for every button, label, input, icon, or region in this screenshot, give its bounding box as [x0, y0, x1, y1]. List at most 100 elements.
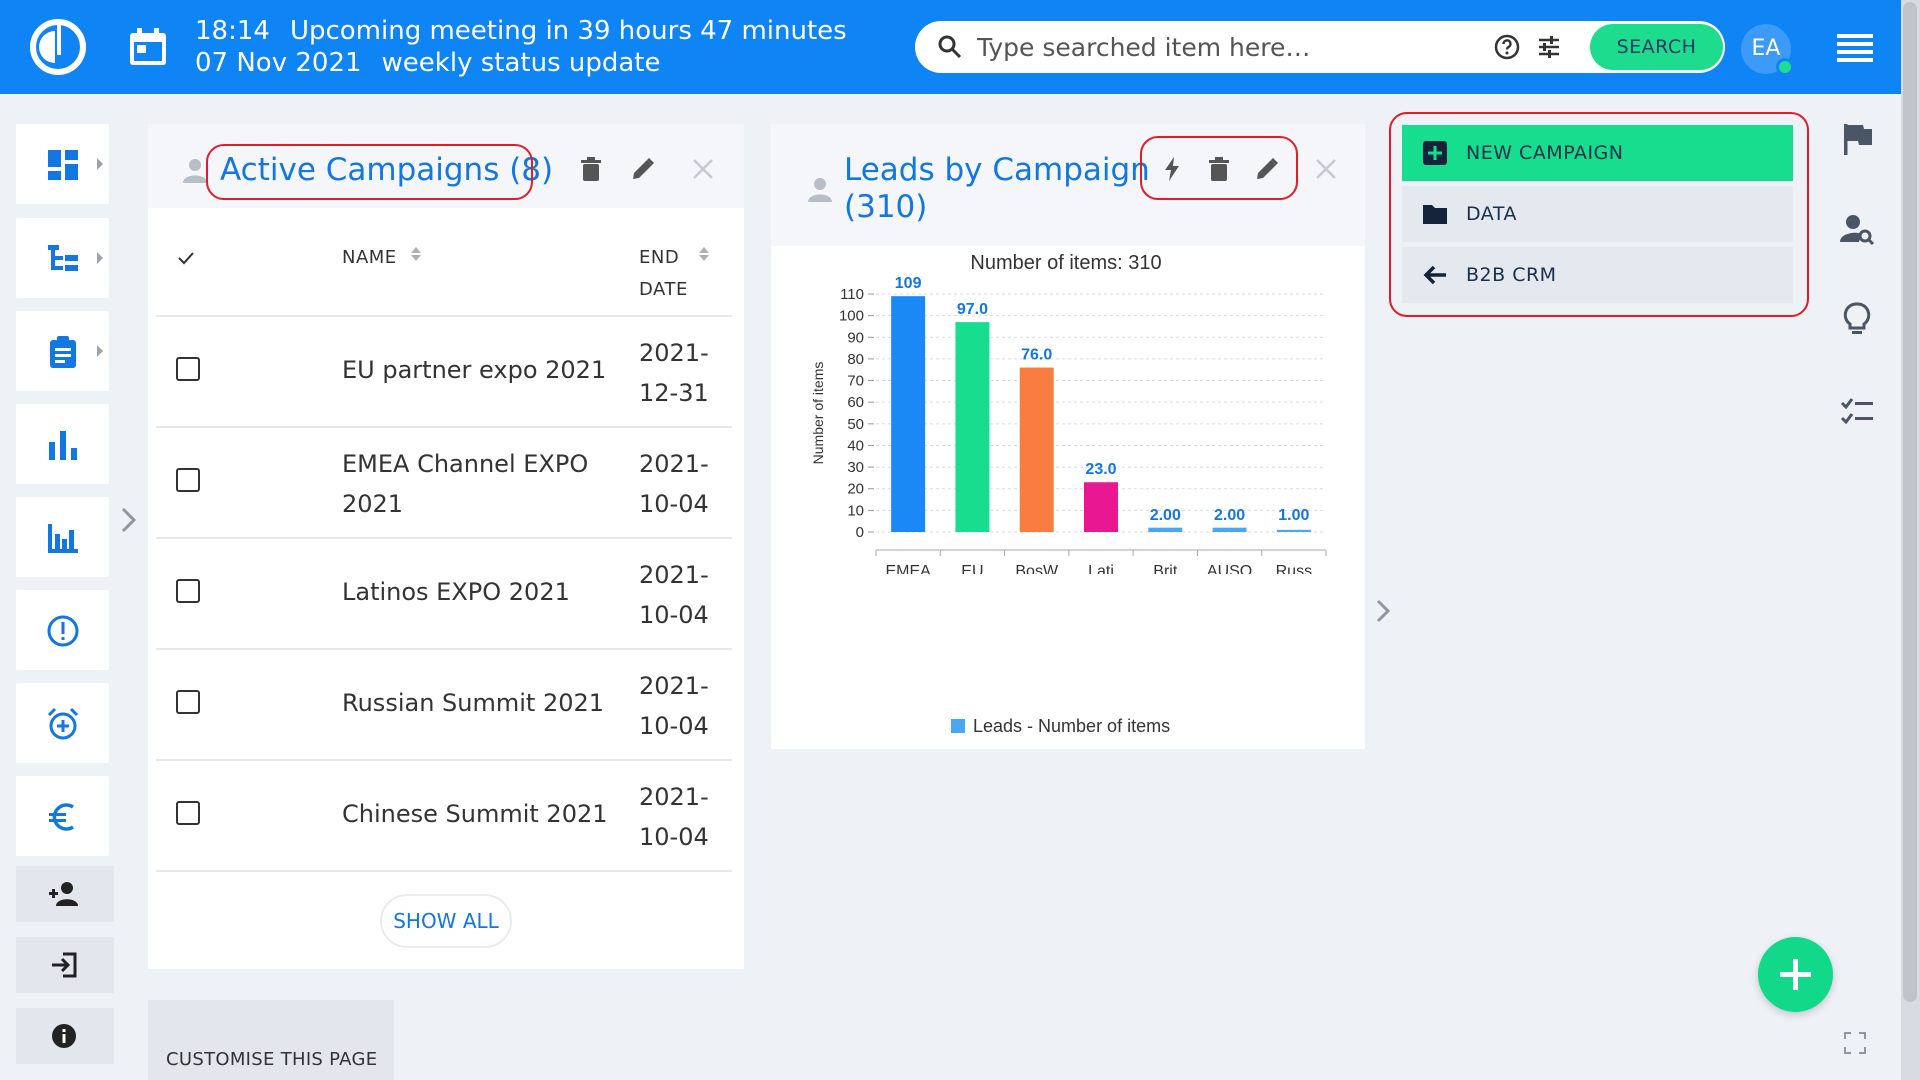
nav-login[interactable]	[16, 937, 114, 993]
bar	[1276, 529, 1311, 532]
search-input[interactable]	[977, 29, 1397, 65]
alert-icon	[47, 615, 79, 647]
fullscreen-icon[interactable]	[1844, 1032, 1866, 1054]
sort-icon[interactable]	[698, 246, 710, 262]
filter-settings-icon[interactable]	[1535, 33, 1563, 61]
data-button[interactable]: DATA	[1402, 186, 1793, 242]
x-tick-label: Lati	[1088, 563, 1114, 574]
highlight-ring	[206, 144, 533, 200]
campaign-name[interactable]: EMEA Channel EXPO 2021	[342, 450, 589, 518]
edit-pencil-icon[interactable]	[630, 156, 656, 182]
nav-finance[interactable]	[16, 776, 109, 856]
bar	[955, 322, 990, 532]
alarm-icon	[47, 707, 79, 740]
column-header-name[interactable]: NAME	[342, 247, 397, 268]
sort-icon[interactable]	[410, 246, 422, 262]
y-tick-label: 40	[847, 437, 864, 454]
row-divider	[156, 315, 732, 317]
campaign-name[interactable]: Russian Summit 2021	[342, 689, 605, 717]
add-person-icon	[49, 882, 78, 906]
chevron-right-icon	[97, 252, 103, 264]
y-tick-label: 110	[840, 286, 864, 303]
campaign-name[interactable]: Chinese Summit 2021	[342, 800, 608, 828]
logo-icon[interactable]	[28, 17, 88, 77]
person-icon	[183, 159, 207, 183]
trash-icon[interactable]	[1206, 156, 1232, 182]
close-icon[interactable]	[690, 156, 716, 182]
campaign-end-date-2: 10-04	[639, 490, 709, 518]
search-icon	[938, 35, 962, 59]
bar	[1212, 527, 1247, 532]
campaign-end-date-2: 10-04	[639, 712, 709, 740]
legend-swatch	[951, 719, 965, 733]
add-fab-button[interactable]	[1758, 937, 1833, 1012]
campaign-name[interactable]: EU partner expo 2021	[342, 356, 607, 384]
nav-timers[interactable]	[16, 683, 109, 763]
trash-icon[interactable]	[578, 156, 604, 182]
checklist-icon[interactable]	[1839, 394, 1875, 430]
meeting-countdown: Upcoming meeting in 39 hours 47 minutes	[289, 16, 847, 46]
flag-icon[interactable]	[1839, 121, 1875, 157]
data-label: 23.0	[1085, 461, 1116, 478]
row-checkbox[interactable]	[176, 468, 200, 492]
chart-legend[interactable]: Leads - Number of items	[951, 716, 1170, 737]
x-tick-label: Russ	[1276, 563, 1312, 574]
widget-title[interactable]: Active Campaigns (8)	[220, 152, 554, 188]
nav-add-user[interactable]	[16, 866, 114, 922]
customise-page-button[interactable]: CUSTOMISE THIS PAGE	[148, 1000, 394, 1080]
nav-tasks[interactable]	[16, 311, 109, 391]
y-tick-label: 30	[847, 459, 864, 476]
search-bar: SEARCH	[915, 21, 1725, 73]
data-label: 2.00	[1214, 507, 1245, 524]
nav-reports[interactable]	[16, 404, 109, 484]
new-campaign-button[interactable]: NEW CAMPAIGN	[1402, 125, 1793, 181]
lightning-icon[interactable]	[1159, 156, 1185, 182]
meeting-reminder[interactable]: 18:14 Upcoming meeting in 39 hours 47 min…	[195, 15, 867, 79]
expand-right-icon[interactable]	[1373, 598, 1393, 624]
person-search-icon[interactable]	[1839, 212, 1875, 248]
campaign-name[interactable]: Latinos EXPO 2021	[342, 578, 570, 606]
nav-issues[interactable]	[16, 590, 109, 670]
campaign-end-date: 2021-	[639, 783, 709, 811]
select-all-check-icon[interactable]	[177, 251, 195, 265]
tree-icon	[48, 245, 78, 271]
widget-title[interactable]: Leads by Campaign	[844, 152, 1150, 188]
hamburger-menu-icon[interactable]	[1835, 30, 1875, 64]
column-header-end-date[interactable]: END	[639, 247, 680, 268]
nav-info[interactable]	[16, 1008, 114, 1064]
search-button[interactable]: SEARCH	[1590, 24, 1723, 70]
y-tick-label: 90	[847, 329, 864, 346]
data-label: DATA	[1466, 203, 1517, 225]
row-checkbox[interactable]	[176, 690, 200, 714]
row-checkbox[interactable]	[176, 579, 200, 603]
nav-hierarchy[interactable]	[16, 218, 109, 298]
show-all-button[interactable]: SHOW ALL	[380, 894, 512, 948]
nav-analytics[interactable]	[16, 497, 109, 577]
info-icon	[52, 1024, 76, 1048]
meeting-time: 18:14	[195, 16, 270, 46]
dashboard-icon	[48, 150, 78, 180]
campaign-end-date: 2021-	[639, 339, 709, 367]
row-checkbox[interactable]	[176, 357, 200, 381]
scrollbar-thumb[interactable]	[1903, 2, 1917, 1002]
calendar-icon[interactable]	[126, 25, 170, 69]
b2b-crm-label: B2B CRM	[1466, 264, 1557, 286]
expand-sidebar-icon[interactable]	[118, 505, 140, 535]
plus-icon	[1780, 959, 1811, 990]
chart-title: Number of items: 310	[970, 252, 1162, 274]
row-divider	[156, 648, 732, 650]
widget-title-count[interactable]: (310)	[844, 189, 928, 225]
data-label: 1.00	[1278, 507, 1309, 524]
nav-dashboard[interactable]	[16, 124, 109, 204]
edit-pencil-icon[interactable]	[1254, 156, 1280, 182]
row-checkbox[interactable]	[176, 801, 200, 825]
y-tick-label: 100	[839, 308, 864, 325]
x-tick-label: AUSO	[1207, 563, 1252, 574]
close-icon[interactable]	[1313, 156, 1339, 182]
avatar[interactable]: EA	[1741, 24, 1794, 76]
b2b-crm-button[interactable]: B2B CRM	[1402, 247, 1793, 303]
campaign-end-date-2: 10-04	[639, 823, 709, 851]
help-icon[interactable]	[1493, 33, 1521, 61]
bar	[891, 296, 926, 532]
lightbulb-icon[interactable]	[1839, 301, 1875, 337]
